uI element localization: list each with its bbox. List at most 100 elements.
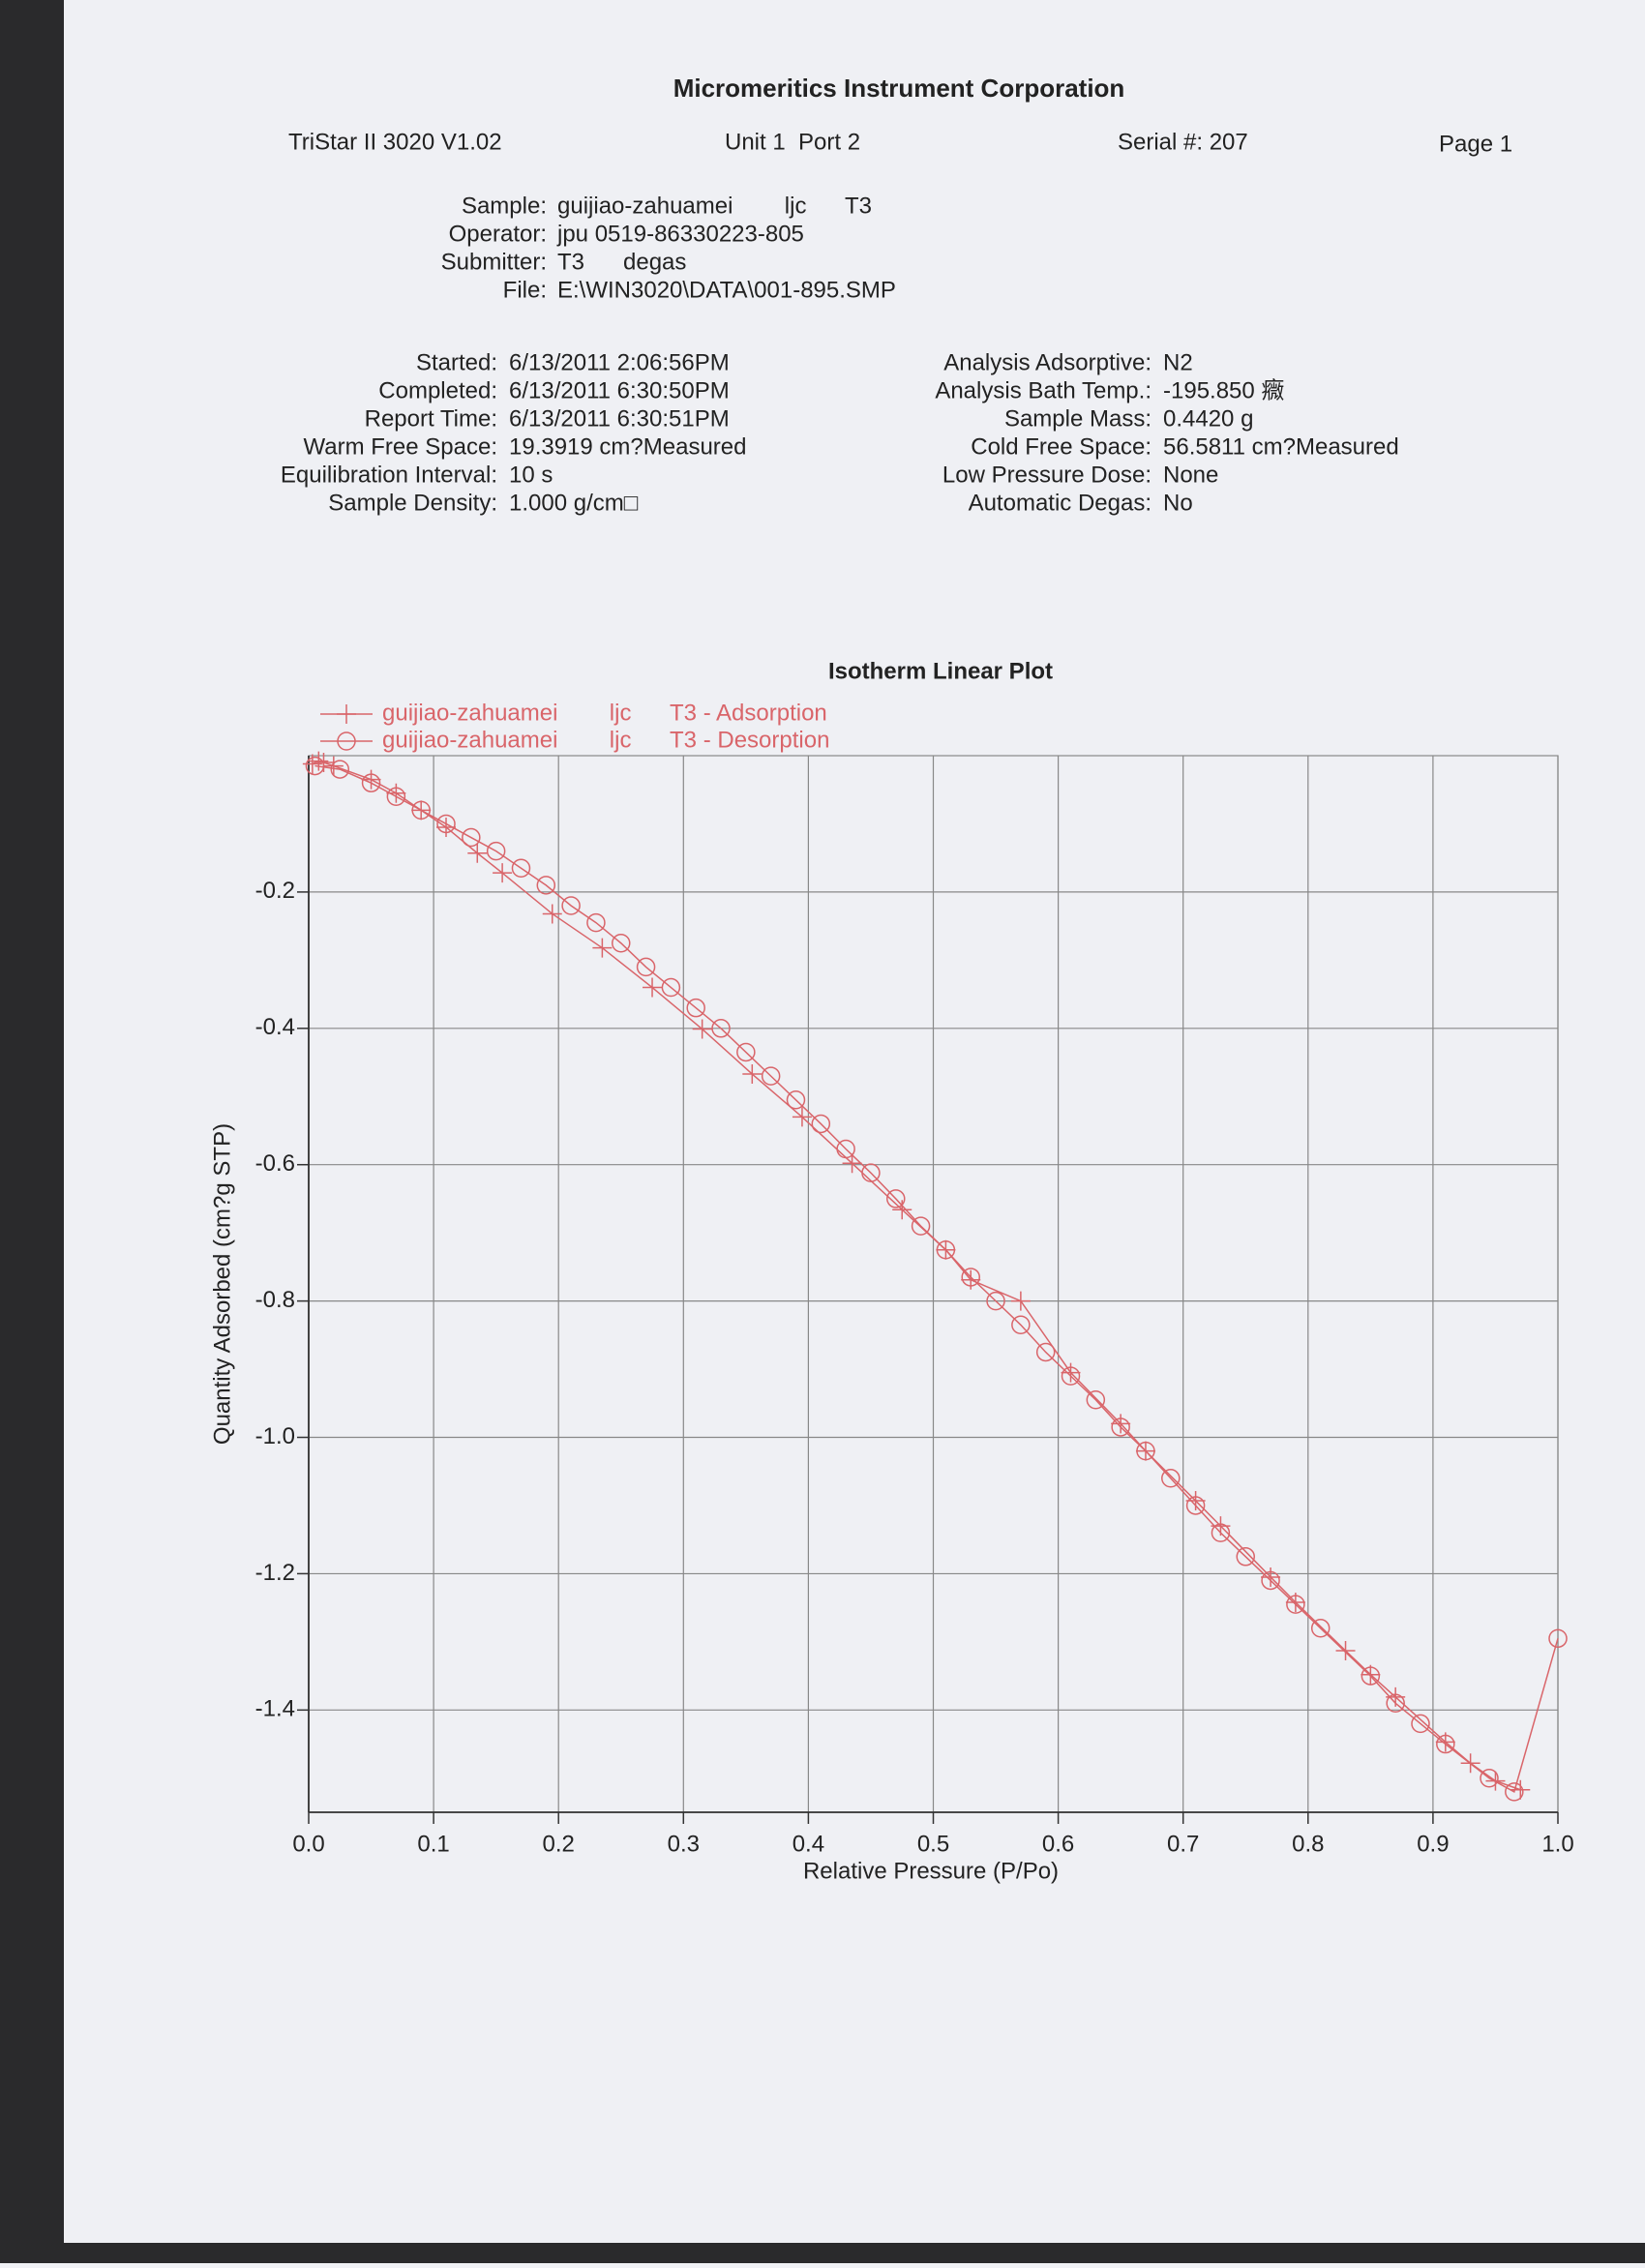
- data-point: [1061, 1366, 1081, 1386]
- data-point: [643, 977, 663, 998]
- field-label: Warm Free Space:: [304, 433, 498, 460]
- field-value: 19.3919 cm?Measured: [509, 433, 746, 460]
- data-point: [786, 1090, 806, 1110]
- legend-label: guijiao-zahuamei ljc T3 - Adsorption: [382, 700, 827, 726]
- data-point: [792, 1107, 812, 1127]
- field-value: 1.000 g/cm□: [509, 490, 639, 516]
- data-point: [1136, 1441, 1155, 1461]
- data-point: [836, 1139, 855, 1159]
- y-tick-label: -1.0: [255, 1423, 295, 1449]
- field-value: 6/13/2011 2:06:56PM: [509, 349, 730, 375]
- data-point: [1261, 1570, 1280, 1591]
- x-tick-label: 0.9: [1417, 1831, 1449, 1857]
- instrument: TriStar II 3020 V1.02: [288, 129, 502, 155]
- data-point: [1510, 1779, 1531, 1800]
- legend-marker: [337, 704, 356, 724]
- data-point: [892, 1200, 912, 1220]
- field-label: Low Pressure Dose:: [942, 462, 1152, 488]
- data-point: [1211, 1523, 1231, 1542]
- data-point: [361, 773, 381, 792]
- data-point: [692, 1019, 712, 1039]
- data-point: [861, 1163, 881, 1182]
- x-tick-label: 0.6: [1042, 1831, 1074, 1857]
- field-label: Sample Mass:: [1004, 405, 1152, 432]
- data-point: [411, 800, 431, 821]
- x-tick-label: 0.2: [543, 1831, 575, 1857]
- field-label: Sample:: [462, 193, 547, 219]
- data-point: [1361, 1666, 1381, 1686]
- data-point: [486, 841, 506, 861]
- data-point: [886, 1189, 906, 1209]
- x-tick-label: 0.8: [1292, 1831, 1324, 1857]
- field-label: Sample Density:: [328, 490, 497, 516]
- field-value: None: [1163, 462, 1218, 488]
- x-tick-label: 0.4: [793, 1831, 824, 1857]
- data-point: [761, 1066, 781, 1086]
- x-tick-label: 0.0: [292, 1831, 324, 1857]
- data-point: [1011, 1315, 1031, 1335]
- data-point: [711, 1019, 731, 1038]
- field-label: Analysis Adsorptive:: [943, 349, 1152, 375]
- data-point: [1111, 1418, 1130, 1437]
- field-value: 56.5811 cm?Measured: [1163, 433, 1399, 460]
- field-value: No: [1163, 490, 1193, 516]
- field-value: jpu 0519-86330223-805: [556, 221, 804, 247]
- data-point: [686, 998, 705, 1018]
- serial: Serial #: 207: [1118, 129, 1248, 155]
- data-point: [736, 1042, 756, 1062]
- data-point: [493, 863, 513, 883]
- data-point: [1505, 1782, 1524, 1802]
- field-value: T3 degas: [557, 249, 686, 275]
- doc-title: Micromeritics Instrument Corporation: [673, 74, 1125, 103]
- data-point: [1361, 1664, 1381, 1685]
- y-tick-label: -0.2: [255, 878, 295, 904]
- field-value: -195.850 癓: [1163, 377, 1284, 403]
- data-point: [1086, 1390, 1106, 1410]
- field-value: 6/13/2011 6:30:51PM: [509, 405, 730, 432]
- data-point: [936, 1240, 956, 1260]
- data-point: [309, 751, 329, 771]
- data-point: [1111, 1414, 1131, 1434]
- field-label: Started:: [416, 349, 497, 375]
- data-point: [742, 1064, 763, 1085]
- y-tick-label: -1.2: [255, 1560, 295, 1586]
- x-axis-label: Relative Pressure (P/Po): [803, 1858, 1059, 1884]
- field-label: Equilibration Interval:: [281, 462, 497, 488]
- field-label: Analysis Bath Temp.:: [935, 377, 1152, 403]
- data-point: [561, 896, 581, 915]
- field-label: Completed:: [378, 377, 497, 403]
- data-point: [661, 977, 681, 998]
- x-tick-label: 0.5: [917, 1831, 949, 1857]
- data-point: [1161, 1469, 1181, 1488]
- chart-title: Isotherm Linear Plot: [828, 658, 1053, 684]
- field-label: Automatic Degas:: [969, 490, 1152, 516]
- data-point: [1548, 1628, 1568, 1649]
- data-point: [1480, 1769, 1499, 1788]
- field-label: Submitter:: [441, 249, 547, 275]
- field-value: E:\WIN3020\DATA\001-895.SMP: [557, 277, 896, 303]
- y-tick-label: -0.8: [255, 1287, 295, 1313]
- x-tick-label: 1.0: [1541, 1831, 1573, 1857]
- y-tick-label: -0.4: [255, 1014, 295, 1040]
- data-point: [592, 938, 613, 958]
- field-label: File:: [503, 277, 547, 303]
- data-point: [961, 1268, 980, 1287]
- y-tick-label: -0.6: [255, 1150, 295, 1177]
- data-point: [612, 933, 631, 953]
- field-label: Cold Free Space:: [971, 433, 1152, 460]
- data-point: [1436, 1734, 1455, 1754]
- data-point: [1261, 1567, 1281, 1587]
- x-tick-label: 0.3: [668, 1831, 700, 1857]
- data-point: [842, 1153, 862, 1174]
- series-line: [314, 764, 1559, 1793]
- data-point: [1010, 1291, 1031, 1311]
- scan-edge: [0, 0, 64, 2263]
- data-point: [986, 1291, 1005, 1311]
- data-point: [436, 814, 456, 834]
- page-number: Page 1: [1439, 131, 1512, 157]
- data-point: [1310, 1619, 1331, 1638]
- data-point: [330, 760, 350, 779]
- data-point: [1236, 1547, 1255, 1567]
